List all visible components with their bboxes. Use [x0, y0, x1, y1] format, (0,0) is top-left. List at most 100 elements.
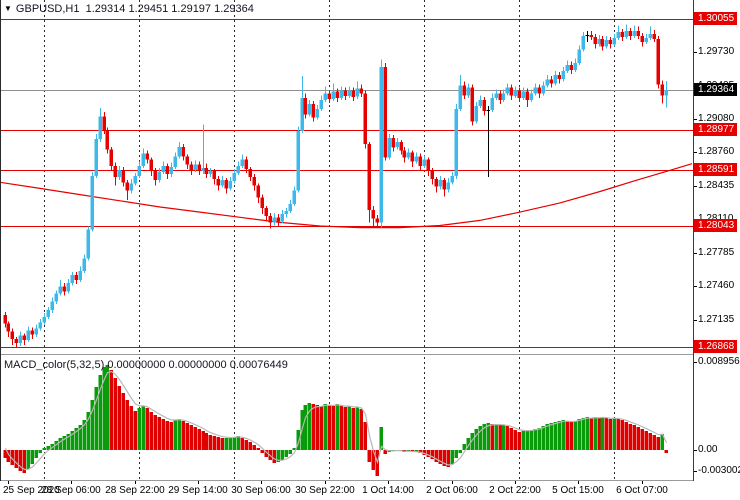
time-axis[interactable]: 25 Sep 2020 28 Sep 06:00 28 Sep 22:00 29 Se…	[0, 481, 693, 500]
candle-body	[553, 75, 557, 84]
macd-histogram-bar	[34, 450, 38, 458]
candle-body	[54, 293, 58, 302]
candle-body	[173, 156, 177, 167]
candle-body	[220, 180, 224, 186]
macd-histogram-bar	[276, 450, 280, 462]
macd-axis-label: -0.0030021	[698, 465, 740, 476]
time-axis-tick	[261, 481, 262, 484]
candle-body	[474, 106, 478, 122]
macd-histogram-bar	[355, 407, 359, 450]
candle-body	[224, 180, 228, 189]
macd-histogram-bar	[296, 430, 300, 450]
macd-histogram-bar	[94, 387, 98, 450]
candle-body	[232, 173, 236, 182]
macd-histogram-bar	[628, 424, 632, 450]
candle-body	[490, 97, 494, 111]
candle-body	[597, 39, 601, 45]
candle-body	[509, 87, 513, 96]
candle-body	[303, 97, 307, 115]
macd-histogram-bar	[10, 450, 14, 465]
candle-body	[3, 315, 7, 324]
candle-body	[498, 93, 502, 100]
macd-histogram-bar	[529, 430, 533, 450]
macd-histogram-bar	[561, 420, 565, 450]
candle-body	[343, 90, 347, 96]
candle-body	[363, 93, 367, 145]
candle-body	[426, 159, 430, 171]
macd-histogram-bar	[446, 450, 450, 467]
time-axis-tick	[198, 481, 199, 484]
candle-body	[521, 91, 525, 98]
time-axis-tick	[642, 481, 643, 484]
candle-body	[216, 179, 220, 186]
candle-body	[113, 165, 117, 178]
macd-indicator-canvas[interactable]	[0, 357, 693, 481]
candle-body	[165, 165, 169, 174]
macd-histogram-bar	[90, 400, 94, 450]
candle-body	[228, 181, 232, 189]
candle-body	[656, 39, 660, 85]
candle-body	[236, 165, 240, 173]
macd-histogram-bar	[656, 437, 660, 450]
candle-body	[46, 310, 50, 318]
time-axis-tick	[388, 481, 389, 484]
candle-body	[581, 36, 585, 50]
candle-body	[620, 31, 624, 37]
macd-histogram-bar	[280, 450, 284, 460]
axis-tick	[693, 362, 697, 363]
macd-histogram-bar	[145, 408, 149, 450]
price-chart-canvas[interactable]	[0, 0, 693, 354]
macd-histogram-bar	[660, 434, 664, 450]
candle-body	[244, 159, 248, 169]
panel-separator[interactable]	[0, 354, 740, 355]
macd-name: MACD_color(5,32,5)	[4, 359, 105, 371]
ohlc-close: 1.29364	[214, 3, 254, 15]
candle-body	[529, 93, 533, 100]
axis-tick	[693, 186, 697, 187]
candle-body	[624, 30, 628, 37]
candle-body	[640, 36, 644, 43]
macd-histogram-bar	[486, 423, 490, 450]
macd-histogram-bar	[98, 375, 102, 450]
macd-value-2: 0.00000000	[168, 359, 227, 371]
candle-body	[82, 258, 86, 271]
time-axis-tick	[578, 481, 579, 484]
candle-body	[204, 167, 208, 174]
price-axis-label: 1.29080	[698, 113, 735, 124]
candle-body	[351, 90, 355, 97]
macd-histogram-bar	[212, 436, 216, 450]
time-axis-label: 2 Oct 06:00	[426, 485, 478, 496]
candle-body	[264, 208, 268, 217]
axis-tick	[693, 253, 697, 254]
macd-histogram-bar	[640, 429, 644, 450]
macd-histogram-bar	[319, 406, 323, 450]
candle-body	[561, 71, 565, 80]
price-axis[interactable]: 1.297301.294051.290801.287601.284351.281…	[693, 0, 740, 481]
macd-histogram-bar	[311, 404, 315, 450]
macd-histogram-bar	[466, 438, 470, 450]
time-axis-label: 29 Sep 14:00	[168, 485, 228, 496]
macd-histogram-bar	[557, 421, 561, 450]
macd-histogram-bar	[525, 431, 529, 450]
chevron-down-icon[interactable]: ▼	[4, 4, 12, 13]
macd-histogram-bar	[573, 421, 577, 450]
macd-histogram-bar	[509, 428, 513, 450]
moving-average-line[interactable]	[0, 163, 693, 229]
candle-body	[442, 180, 446, 190]
macd-histogram-bar	[185, 423, 189, 450]
macd-histogram-bar	[252, 445, 256, 450]
candle-body	[256, 185, 260, 198]
macd-histogram-bar	[608, 419, 612, 450]
time-axis-tick	[452, 481, 453, 484]
macd-histogram-bar	[363, 422, 367, 450]
macd-histogram-bar	[137, 408, 141, 450]
candle-body	[90, 176, 94, 230]
macd-histogram-bar	[474, 429, 478, 450]
candle-body	[319, 99, 323, 110]
macd-histogram-bar	[600, 417, 604, 450]
macd-histogram-bar	[169, 422, 173, 450]
candle-body	[105, 130, 109, 150]
candle-body	[94, 139, 98, 177]
candle-body	[117, 169, 121, 178]
time-axis-label: 30 Sep 22:00	[295, 485, 355, 496]
